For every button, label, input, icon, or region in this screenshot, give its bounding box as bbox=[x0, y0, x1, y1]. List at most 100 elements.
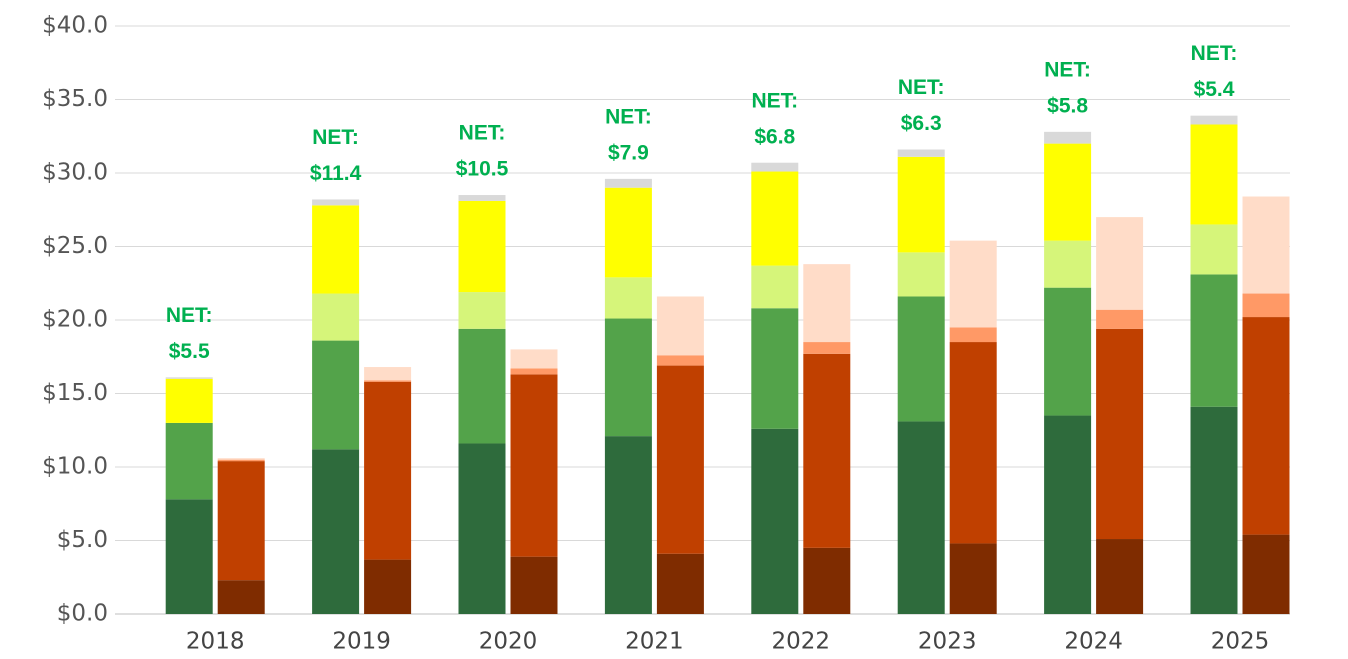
bar-segment bbox=[1190, 124, 1238, 225]
bar-segment bbox=[1096, 309, 1144, 329]
bar-segment bbox=[364, 367, 412, 381]
bar-segment bbox=[803, 342, 851, 354]
x-tick-label: 2021 bbox=[625, 629, 684, 655]
bar-segment bbox=[217, 458, 265, 460]
net-label: $7.9 bbox=[608, 141, 649, 164]
bar-segment bbox=[897, 149, 945, 157]
bar-segment bbox=[897, 421, 945, 614]
bar-segment bbox=[1190, 115, 1238, 125]
bar-segment bbox=[949, 342, 997, 544]
net-label: NET: bbox=[898, 76, 945, 99]
bar-segment bbox=[165, 378, 213, 423]
x-tick-label: 2022 bbox=[772, 629, 831, 655]
net-label: NET: bbox=[605, 105, 652, 128]
bar-segment bbox=[312, 199, 360, 206]
x-tick-label: 2020 bbox=[479, 629, 538, 655]
bar-segment bbox=[949, 327, 997, 343]
bar-segment bbox=[1190, 274, 1238, 407]
net-label: NET: bbox=[312, 126, 359, 149]
bar-segment bbox=[312, 340, 360, 450]
y-tick-label: $40.0 bbox=[42, 13, 108, 39]
net-label: $5.8 bbox=[1047, 94, 1088, 117]
bar-segment bbox=[751, 171, 799, 266]
bar-segment bbox=[364, 380, 412, 382]
bar-segment bbox=[510, 368, 558, 375]
bar-segment bbox=[803, 547, 851, 614]
bar-segment bbox=[949, 543, 997, 614]
bar-segment bbox=[751, 308, 799, 429]
bar-segment bbox=[1242, 317, 1290, 535]
x-tick-label: 2019 bbox=[332, 629, 391, 655]
bar-segment bbox=[364, 559, 412, 614]
x-tick-label: 2025 bbox=[1211, 629, 1270, 655]
y-tick-label: $20.0 bbox=[42, 307, 108, 333]
net-label: NET: bbox=[751, 89, 798, 112]
bar-segment bbox=[1096, 539, 1144, 614]
bar-segment bbox=[897, 252, 945, 297]
bar-segment bbox=[604, 436, 652, 614]
y-tick-label: $0.0 bbox=[57, 601, 108, 627]
net-label: $5.5 bbox=[169, 340, 210, 363]
bar-segment bbox=[458, 200, 506, 293]
bar-segment bbox=[165, 422, 213, 500]
y-tick-label: $30.0 bbox=[42, 160, 108, 186]
x-tick-label: 2018 bbox=[186, 629, 245, 655]
bar-segment bbox=[604, 187, 652, 278]
bar-segment bbox=[1190, 406, 1238, 614]
y-tick-label: $35.0 bbox=[42, 86, 108, 112]
bar-segment bbox=[1044, 415, 1092, 614]
net-label: NET: bbox=[459, 122, 506, 145]
net-label: $6.3 bbox=[901, 112, 942, 135]
bar-segment bbox=[312, 205, 360, 294]
bar-segment bbox=[897, 296, 945, 422]
y-tick-label: $25.0 bbox=[42, 233, 108, 259]
net-label: NET: bbox=[1191, 42, 1238, 65]
bar-segment bbox=[604, 318, 652, 437]
bar-segment bbox=[458, 195, 506, 201]
net-label: $6.8 bbox=[754, 125, 795, 148]
bar-segment bbox=[897, 156, 945, 253]
net-label: NET: bbox=[1044, 58, 1091, 81]
y-tick-label: $10.0 bbox=[42, 454, 108, 480]
bar-segment bbox=[1190, 224, 1238, 275]
bar-segment bbox=[217, 580, 265, 614]
bar-segment bbox=[656, 355, 704, 366]
bar-segment bbox=[217, 459, 265, 462]
bar-segment bbox=[803, 264, 851, 343]
bar-segment bbox=[949, 240, 997, 328]
bar-segment bbox=[1242, 293, 1290, 318]
y-tick-label: $15.0 bbox=[42, 380, 108, 406]
bar-segment bbox=[458, 328, 506, 444]
bar-segment bbox=[510, 556, 558, 614]
bar-segment bbox=[1044, 143, 1092, 241]
bar-segment bbox=[751, 162, 799, 172]
net-label: NET: bbox=[166, 304, 213, 327]
bar-segment bbox=[1044, 287, 1092, 416]
bar-segment bbox=[1044, 240, 1092, 288]
bar-segment bbox=[1044, 131, 1092, 144]
bar-segment bbox=[803, 353, 851, 548]
bar-segment bbox=[656, 553, 704, 614]
bar-segment bbox=[364, 381, 412, 560]
bar-segment bbox=[1242, 534, 1290, 614]
net-label: $11.4 bbox=[310, 162, 362, 185]
bar-segment bbox=[604, 178, 652, 188]
net-label: $5.4 bbox=[1194, 78, 1235, 101]
bar-segment bbox=[458, 292, 506, 329]
bar-segment bbox=[656, 296, 704, 356]
bar-segment bbox=[751, 265, 799, 309]
bar-segment bbox=[312, 449, 360, 614]
bar-segment bbox=[604, 277, 652, 319]
x-tick-label: 2024 bbox=[1064, 629, 1123, 655]
bar-segment bbox=[510, 374, 558, 557]
bar-segment bbox=[510, 349, 558, 369]
bar-segment bbox=[217, 461, 265, 581]
bar-segment bbox=[1096, 217, 1144, 310]
bar-segment bbox=[1096, 328, 1144, 540]
bar-segment bbox=[458, 443, 506, 614]
bar-segment bbox=[165, 377, 213, 379]
bar-segment bbox=[165, 499, 213, 614]
bar-segment bbox=[751, 428, 799, 614]
bar-segment bbox=[1242, 196, 1290, 294]
